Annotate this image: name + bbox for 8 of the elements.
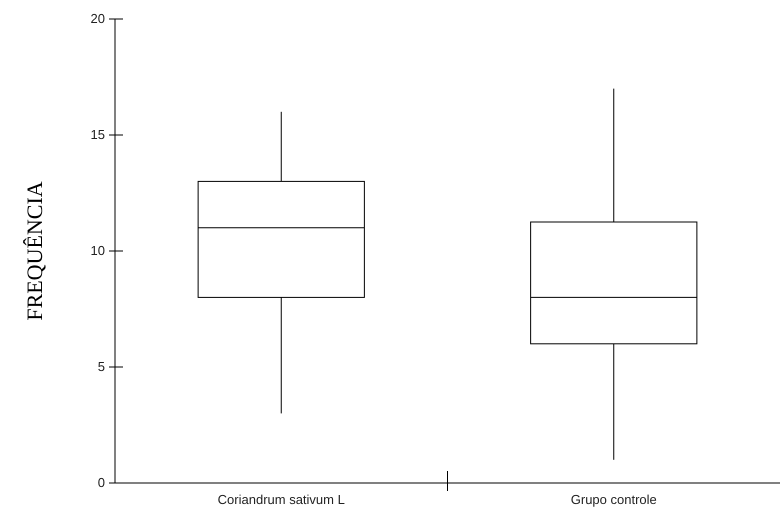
y-tick-label: 0 — [98, 475, 105, 490]
x-tick-label: Grupo controle — [570, 492, 657, 508]
y-tick-label: 20 — [90, 11, 105, 26]
y-tick-label: 5 — [98, 359, 105, 374]
y-axis-title: FREQUÊNCIA — [22, 181, 47, 321]
x-tick-label: Coriandrum sativum L — [218, 492, 345, 508]
y-tick-label: 10 — [90, 243, 105, 258]
y-tick-label: 15 — [90, 127, 105, 142]
